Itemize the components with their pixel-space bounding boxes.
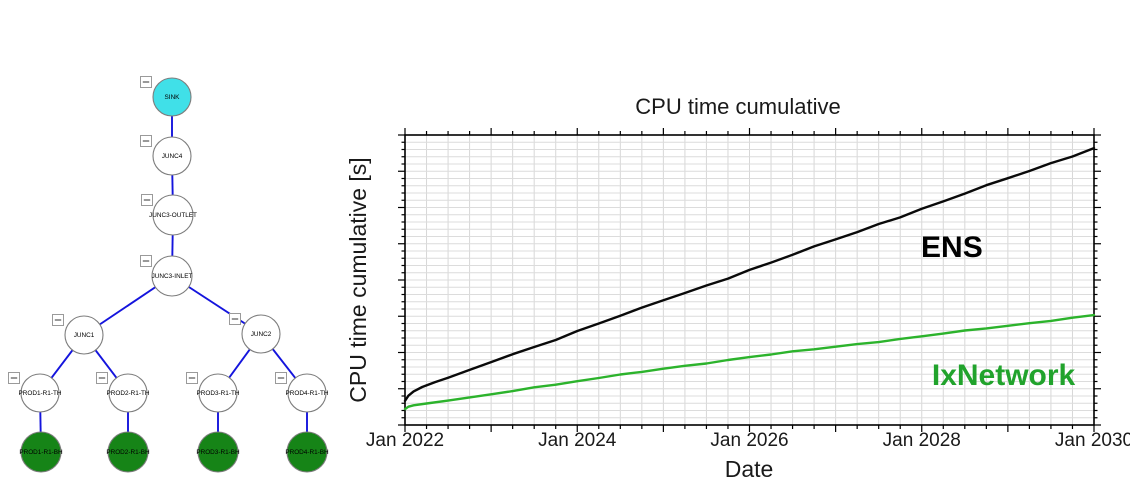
tree-node-PROD4-R1-BH[interactable]: PROD4-R1-BH xyxy=(285,431,329,473)
tree-node-label-PROD1-R1-BH: PROD1-R1-BH xyxy=(19,449,63,456)
tree-node-JUNC4[interactable]: JUNC4 xyxy=(152,136,192,176)
tree-node-circle-JUNC1[interactable] xyxy=(64,315,104,355)
tree-node-label-JUNC2: JUNC2 xyxy=(251,331,272,338)
series-inline-labels: ENS IxNetwork xyxy=(921,231,1076,392)
tree-node-label-PROD3-R1-BH: PROD3-R1-BH xyxy=(196,449,240,456)
x-tick-label-jan-2024: Jan 2024 xyxy=(538,430,617,451)
expander-minus-icon-PROD1-R1-TH[interactable] xyxy=(8,372,20,384)
tree-node-PROD4-R1-TH[interactable]: PROD4-R1-TH xyxy=(286,373,329,413)
series-label-IxNetwork: IxNetwork xyxy=(932,359,1076,392)
tree-node-label-SINK: SINK xyxy=(165,94,181,101)
tree-node-circle-JUNC4[interactable] xyxy=(152,136,192,176)
tree-node-PROD1-R1-TH[interactable]: PROD1-R1-TH xyxy=(19,373,62,413)
expander-minus-icon-JUNC2[interactable] xyxy=(229,313,241,325)
tree-node-PROD1-R1-BH[interactable]: PROD1-R1-BH xyxy=(19,431,63,473)
expander-minus-icon-JUNC4[interactable] xyxy=(140,135,152,147)
tree-node-PROD3-R1-BH[interactable]: PROD3-R1-BH xyxy=(196,431,240,473)
tree-node-label-JUNC3-OUTLET: JUNC3-OUTLET xyxy=(149,212,197,219)
tree-node-circle-PROD4-R1-BH[interactable] xyxy=(286,431,328,473)
tree-node-JUNC2[interactable]: JUNC2 xyxy=(241,314,281,354)
tree-node-circle-SINK[interactable] xyxy=(152,77,192,117)
y-axis-label: CPU time cumulative [s] xyxy=(345,157,371,402)
network-tree-diagram: SINK JUNC4 JUNC3-OUTLET JUNC3-INLET JUNC1 JUN… xyxy=(8,76,329,473)
tree-node-circle-PROD3-R1-TH[interactable] xyxy=(198,373,238,413)
chart-grid xyxy=(405,135,1094,425)
tree-node-circle-JUNC3-OUTLET[interactable] xyxy=(152,194,194,236)
series-label-ENS: ENS xyxy=(921,231,983,264)
x-tick-label-jan-2030: Jan 2030 xyxy=(1055,430,1130,451)
tree-node-SINK[interactable]: SINK xyxy=(152,77,192,117)
tree-node-label-JUNC3-INLET: JUNC3-INLET xyxy=(152,273,193,280)
series-line-IxNetwork xyxy=(403,313,1096,411)
chart-title: CPU time cumulative xyxy=(635,94,840,119)
x-tick-label-jan-2022: Jan 2022 xyxy=(366,430,444,451)
tree-node-JUNC1[interactable]: JUNC1 xyxy=(64,315,104,355)
x-tick-label-jan-2026: Jan 2026 xyxy=(710,430,788,451)
chart-series-lines xyxy=(403,146,1096,411)
expander-minus-icon-PROD4-R1-TH[interactable] xyxy=(275,372,287,384)
tree-node-PROD3-R1-TH[interactable]: PROD3-R1-TH xyxy=(197,373,240,413)
tree-node-circle-PROD4-R1-TH[interactable] xyxy=(287,373,327,413)
expander-minus-icon-PROD2-R1-TH[interactable] xyxy=(96,372,108,384)
tree-node-circle-PROD1-R1-TH[interactable] xyxy=(20,373,60,413)
plot-frame xyxy=(404,134,1095,426)
tree-node-label-PROD1-R1-TH: PROD1-R1-TH xyxy=(19,390,62,397)
expander-minus-icon-SINK[interactable] xyxy=(140,76,152,88)
expander-minus-icon-JUNC1[interactable] xyxy=(52,314,64,326)
x-tick-labels: Jan 2022 Jan 2024 Jan 2026 Jan 2028 Jan 2030 xyxy=(366,430,1130,451)
expander-minus-icon-JUNC3-INLET[interactable] xyxy=(140,255,152,267)
tree-node-PROD2-R1-BH[interactable]: PROD2-R1-BH xyxy=(106,431,150,473)
tree-node-label-PROD4-R1-TH: PROD4-R1-TH xyxy=(286,390,329,397)
expander-minus-icon-PROD3-R1-TH[interactable] xyxy=(186,372,198,384)
x-axis-label: Date xyxy=(725,456,774,482)
tree-node-label-PROD4-R1-BH: PROD4-R1-BH xyxy=(285,449,329,456)
cpu-time-chart: Jan 2022 Jan 2024 Jan 2026 Jan 2028 Jan 2030… xyxy=(345,94,1130,482)
tree-expanders xyxy=(8,76,287,384)
tree-node-circle-PROD1-R1-BH[interactable] xyxy=(20,431,62,473)
tree-nodes: SINK JUNC4 JUNC3-OUTLET JUNC3-INLET JUNC1 JUN… xyxy=(19,77,329,473)
tree-node-label-PROD2-R1-BH: PROD2-R1-BH xyxy=(106,449,150,456)
tree-node-JUNC3-OUTLET[interactable]: JUNC3-OUTLET xyxy=(149,194,197,236)
tree-node-circle-JUNC3-INLET[interactable] xyxy=(151,255,193,297)
tree-node-PROD2-R1-TH[interactable]: PROD2-R1-TH xyxy=(107,373,150,413)
tree-node-circle-PROD3-R1-BH[interactable] xyxy=(197,431,239,473)
expander-minus-icon-JUNC3-OUTLET[interactable] xyxy=(141,194,153,206)
tree-node-circle-PROD2-R1-TH[interactable] xyxy=(108,373,148,413)
tree-node-label-PROD3-R1-TH: PROD3-R1-TH xyxy=(197,390,240,397)
series-line-ENS xyxy=(403,146,1096,403)
tree-node-label-JUNC1: JUNC1 xyxy=(74,332,95,339)
tree-node-label-PROD2-R1-TH: PROD2-R1-TH xyxy=(107,390,150,397)
x-tick-label-jan-2028: Jan 2028 xyxy=(883,430,961,451)
tree-node-circle-JUNC2[interactable] xyxy=(241,314,281,354)
tree-node-JUNC3-INLET[interactable]: JUNC3-INLET xyxy=(151,255,193,297)
tree-node-circle-PROD2-R1-BH[interactable] xyxy=(107,431,149,473)
tree-node-label-JUNC4: JUNC4 xyxy=(162,153,183,160)
